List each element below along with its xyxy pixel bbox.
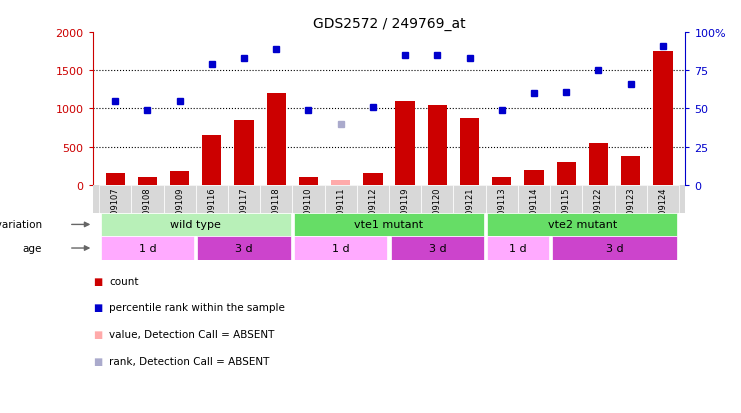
Bar	[357, 185, 389, 213]
Bar	[105, 174, 124, 185]
Bar	[621, 157, 640, 185]
Text: GSM109122: GSM109122	[594, 187, 603, 237]
Bar	[260, 185, 293, 213]
Bar	[654, 52, 673, 185]
Bar	[164, 185, 196, 213]
Text: rank, Detection Call = ABSENT: rank, Detection Call = ABSENT	[109, 356, 269, 366]
Bar	[428, 105, 447, 185]
Title: GDS2572 / 249769_at: GDS2572 / 249769_at	[313, 17, 465, 31]
Text: GSM109117: GSM109117	[239, 187, 248, 237]
Text: 3 d: 3 d	[605, 243, 623, 254]
Text: GSM109110: GSM109110	[304, 187, 313, 237]
Text: GSM109115: GSM109115	[562, 187, 571, 237]
Bar	[299, 178, 318, 185]
Text: GSM109116: GSM109116	[207, 187, 216, 237]
Bar	[99, 185, 131, 213]
Text: 1 d: 1 d	[509, 243, 527, 254]
Text: GSM109119: GSM109119	[401, 187, 410, 237]
Text: vte1 mutant: vte1 mutant	[354, 220, 424, 230]
Bar	[196, 185, 228, 213]
Bar	[101, 237, 194, 260]
Text: value, Detection Call = ABSENT: value, Detection Call = ABSENT	[109, 330, 274, 339]
Bar	[550, 185, 582, 213]
Bar	[170, 172, 189, 185]
Bar	[197, 237, 290, 260]
Bar	[488, 213, 677, 237]
Text: percentile rank within the sample: percentile rank within the sample	[109, 303, 285, 313]
Text: 1 d: 1 d	[332, 243, 350, 254]
Bar	[485, 185, 518, 213]
Bar	[525, 170, 544, 185]
Bar	[138, 178, 157, 185]
Bar	[647, 185, 679, 213]
Text: GSM109113: GSM109113	[497, 187, 506, 237]
Bar	[331, 181, 350, 185]
Bar	[294, 237, 388, 260]
Text: 3 d: 3 d	[428, 243, 446, 254]
Bar	[488, 237, 548, 260]
Text: vte2 mutant: vte2 mutant	[548, 220, 617, 230]
Bar	[396, 102, 415, 185]
Text: age: age	[23, 243, 42, 254]
Text: GSM109118: GSM109118	[272, 187, 281, 237]
Bar	[453, 185, 485, 213]
Text: 1 d: 1 d	[139, 243, 156, 254]
Bar	[202, 136, 222, 185]
Bar	[391, 237, 484, 260]
Text: ■: ■	[93, 276, 102, 286]
Bar	[552, 237, 677, 260]
Text: GSM109121: GSM109121	[465, 187, 474, 237]
Bar	[267, 94, 286, 185]
Bar	[293, 185, 325, 213]
Text: GSM109123: GSM109123	[626, 187, 635, 237]
Text: GSM109124: GSM109124	[658, 187, 668, 237]
Bar	[294, 213, 484, 237]
Text: ■: ■	[93, 356, 102, 366]
Bar	[582, 185, 614, 213]
Bar	[556, 163, 576, 185]
Text: GSM109107: GSM109107	[110, 187, 120, 237]
Bar	[363, 174, 382, 185]
Text: GSM109109: GSM109109	[175, 187, 184, 237]
Text: GSM109114: GSM109114	[530, 187, 539, 237]
Bar	[234, 121, 253, 185]
Text: count: count	[109, 276, 139, 286]
Bar	[421, 185, 453, 213]
Text: GSM109112: GSM109112	[368, 187, 377, 237]
Bar	[614, 185, 647, 213]
Bar	[589, 143, 608, 185]
Text: genotype/variation: genotype/variation	[0, 220, 42, 230]
Bar	[389, 185, 421, 213]
Text: ■: ■	[93, 330, 102, 339]
Text: GSM109111: GSM109111	[336, 187, 345, 237]
Bar	[131, 185, 164, 213]
Text: 3 d: 3 d	[235, 243, 253, 254]
Bar	[325, 185, 357, 213]
Bar	[228, 185, 260, 213]
Text: GSM109108: GSM109108	[143, 187, 152, 237]
Text: ■: ■	[93, 303, 102, 313]
Bar	[492, 178, 511, 185]
Bar	[460, 119, 479, 185]
Bar	[518, 185, 550, 213]
Bar	[101, 213, 290, 237]
Text: wild type: wild type	[170, 220, 221, 230]
Text: GSM109120: GSM109120	[433, 187, 442, 237]
